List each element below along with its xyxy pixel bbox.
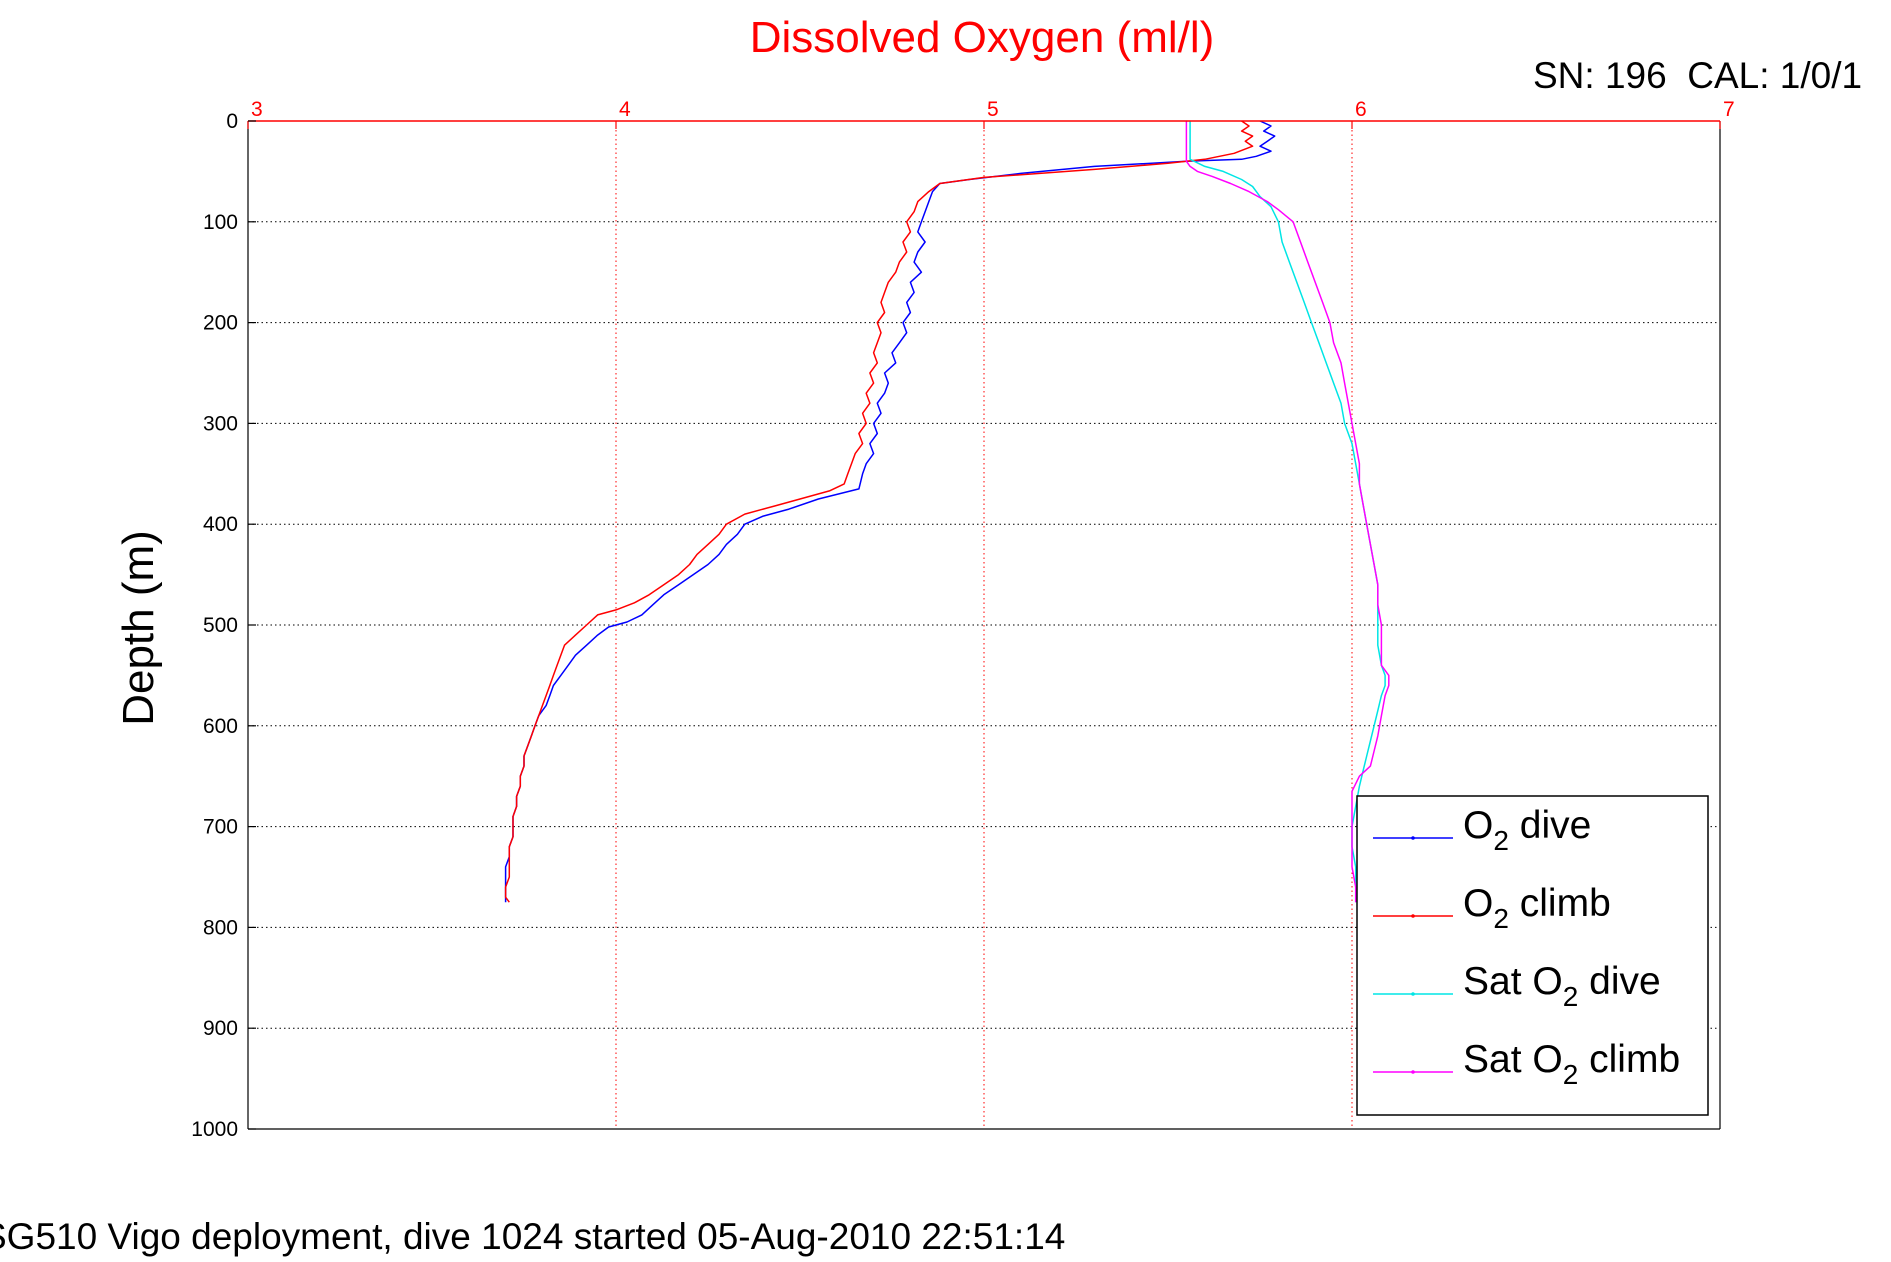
y-tick-label: 100 — [203, 211, 238, 234]
y-tick-label: 600 — [203, 715, 238, 738]
x-tick-label: 7 — [1723, 98, 1735, 121]
y-tick-label: 300 — [203, 412, 238, 435]
y-tick-label: 1000 — [191, 1118, 238, 1141]
y-tick-label: 900 — [203, 1017, 238, 1040]
legend-marker — [1411, 914, 1415, 918]
y-tick-label: 800 — [203, 916, 238, 939]
series-line-4 — [1185, 121, 1390, 903]
y-tick-label: 0 — [226, 110, 238, 133]
chart-title: Dissolved Oxygen (ml/l) — [750, 13, 1215, 62]
legend-label: O2 climb — [1463, 882, 1611, 934]
legend-marker — [1411, 992, 1415, 996]
legend-marker — [1411, 836, 1415, 840]
legend-label: Sat O2 climb — [1463, 1038, 1680, 1090]
y-tick-label: 400 — [203, 513, 238, 536]
legend: O2 dive O2 climb Sat O2 dive Sat O2 climb — [1356, 795, 1709, 1116]
y-tick-label: 500 — [203, 614, 238, 637]
x-tick-label: 3 — [251, 98, 263, 121]
legend-box — [1356, 795, 1709, 1116]
y-tick-label: 700 — [203, 816, 238, 839]
x-tick-label: 5 — [987, 98, 999, 121]
series-line-2 — [504, 120, 1254, 903]
legend-label: O2 dive — [1463, 804, 1591, 856]
x-tick-label: 6 — [1355, 98, 1367, 121]
x-tick-label: 4 — [619, 98, 631, 121]
y-tick-label: 200 — [203, 312, 238, 335]
serial-calibration-label: SN: 196 CAL: 1/0/1 — [1533, 55, 1862, 96]
legend-label: Sat O2 dive — [1463, 960, 1661, 1012]
data-series — [504, 120, 1390, 903]
legend-marker — [1411, 1070, 1415, 1074]
axes: 3 4 5 6 7 0 100 200 300 400 500 600 700 800 900 1000 — [191, 98, 1734, 1141]
y-axis-label: Depth (m) — [114, 530, 163, 726]
dive-caption: SG510 Vigo deployment, dive 1024 started… — [0, 1216, 1065, 1257]
